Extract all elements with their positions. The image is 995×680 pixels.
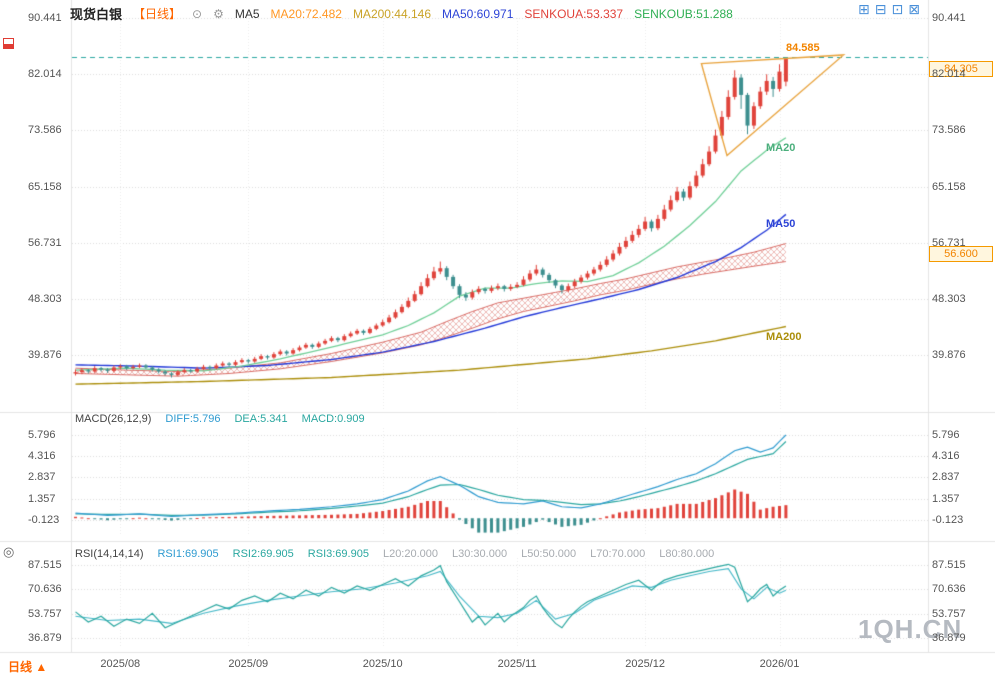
layout-single-icon[interactable]: ⊡	[891, 1, 904, 17]
resistance-price-label: 84.585	[786, 42, 820, 55]
symbol-title: 现货白银	[70, 7, 123, 22]
y-axis-label-main: 56.731	[932, 236, 966, 249]
y-axis-label-main: 65.158	[28, 180, 62, 193]
layout-toolbar: ⊞ ⊟ ⊡ ⊠	[858, 2, 920, 16]
macd-dea-value: DEA:5.341	[234, 413, 288, 425]
y-axis-label-macd: 1.357	[932, 492, 960, 505]
y-axis-label-main: 39.876	[28, 349, 62, 361]
rsi-l50-value: L50:50.000	[521, 548, 577, 560]
chart-header: 现货白银 【日线】 ⊙ ⚙ MA5 MA20:72.482 MA200:44.1…	[70, 4, 733, 23]
rsi-indicator-row: RSI(14,14,14) RSI1:69.905 RSI2:69.905 RS…	[75, 548, 714, 560]
y-axis-label-main: 48.303	[932, 292, 966, 305]
y-axis-label-rsi: 53.757	[932, 607, 966, 620]
y-axis-label-main: 73.586	[28, 124, 62, 137]
y-axis-label-main: 65.158	[932, 180, 966, 193]
rsi-l30-value: L30:30.000	[452, 548, 508, 560]
y-axis-label-main: 73.586	[932, 124, 966, 137]
macd-title: MACD(26,12,9)	[75, 413, 152, 425]
rsi-title: RSI(14,14,14)	[75, 548, 144, 560]
rsi-l80-value: L80:80.000	[659, 548, 715, 560]
ma200-line-label: MA200	[766, 330, 802, 343]
y-axis-label-main: 48.303	[28, 292, 62, 305]
senkoua-value: SENKOUA:53.337	[524, 6, 624, 21]
rsi-l20-value: L20:20.000	[382, 548, 439, 560]
y-axis-label-rsi: 53.757	[28, 607, 62, 620]
y-axis-label-macd: 2.837	[28, 471, 56, 484]
period-label[interactable]: 【日线】	[133, 7, 182, 21]
y-axis-label-rsi: 36.879	[932, 632, 966, 644]
y-axis-label-macd: 5.796	[932, 429, 960, 441]
y-axis-label-macd: 2.837	[932, 471, 960, 484]
timeframe-selector[interactable]: 日线 ▲	[8, 660, 48, 674]
y-axis-label-rsi: 87.515	[28, 559, 62, 571]
ma50-value: MA50:60.971	[442, 6, 514, 21]
y-axis-label-macd: 4.316	[28, 450, 56, 463]
x-axis-label: 2025/09	[228, 658, 269, 670]
y-axis-label-rsi: 87.515	[932, 559, 966, 571]
y-axis-label-rsi: 70.636	[28, 583, 62, 596]
rsi-l70-value: L70:70.000	[590, 548, 646, 560]
y-axis-label-main: 90.441	[932, 12, 966, 24]
y-axis-label-main: 90.441	[28, 12, 62, 24]
ma200-value: MA200:44.146	[352, 6, 431, 21]
y-axis-label-macd: 5.796	[28, 429, 56, 441]
price-flag-icon	[3, 38, 14, 49]
rsi1-value: RSI1:69.905	[157, 548, 219, 560]
ma5-label: MA5	[234, 6, 260, 21]
last-price-marker: 84.305	[929, 60, 993, 77]
macd-indicator-row: MACD(26,12,9) DIFF:5.796 DEA:5.341 MACD:…	[75, 413, 365, 425]
layout-quad-icon[interactable]: ⊞	[858, 1, 870, 17]
y-axis-label-macd: -0.123	[932, 514, 964, 526]
ma20-line-label: MA20	[766, 141, 796, 154]
senkoub-value: SENKOUB:51.288	[634, 6, 733, 21]
x-axis-label: 2026/01	[759, 658, 800, 670]
y-axis-label-macd: -0.123	[28, 514, 60, 526]
ma50-line-label: MA50	[766, 218, 796, 231]
macd-value: MACD:0.909	[301, 413, 365, 425]
cloud-price-marker: 56.600	[929, 245, 993, 262]
x-axis-label: 2025/11	[497, 658, 537, 670]
y-axis-label-macd: 4.316	[932, 450, 960, 463]
watermark: 1QH.CN	[858, 614, 963, 644]
ma5-toggle-icon[interactable]: ⚙	[213, 6, 224, 21]
ma20-value: MA20:72.482	[270, 6, 342, 21]
layout-grid-icon[interactable]: ⊠	[908, 1, 920, 17]
y-axis-label-rsi: 70.636	[932, 583, 966, 596]
crosshair-icon[interactable]: ◎	[3, 544, 15, 559]
y-axis-label-main: 82.014	[28, 68, 62, 81]
macd-diff-value: DIFF:5.796	[165, 413, 221, 425]
rsi2-value: RSI2:69.905	[232, 548, 294, 560]
y-axis-label-main: 56.731	[28, 236, 62, 249]
rsi3-value: RSI3:69.905	[307, 548, 369, 560]
y-axis-label-rsi: 36.879	[28, 632, 62, 644]
x-axis-label: 2025/10	[362, 658, 403, 670]
y-axis-label-main: 39.876	[932, 349, 966, 361]
x-axis-label: 2025/08	[100, 658, 141, 670]
y-axis-label-main: 82.014	[932, 68, 966, 81]
x-axis-label: 2025/12	[625, 658, 665, 670]
overlay-settings-icon[interactable]: ⊙	[192, 6, 203, 21]
y-axis-label-macd: 1.357	[28, 492, 56, 505]
layout-rows-icon[interactable]: ⊟	[874, 1, 887, 17]
